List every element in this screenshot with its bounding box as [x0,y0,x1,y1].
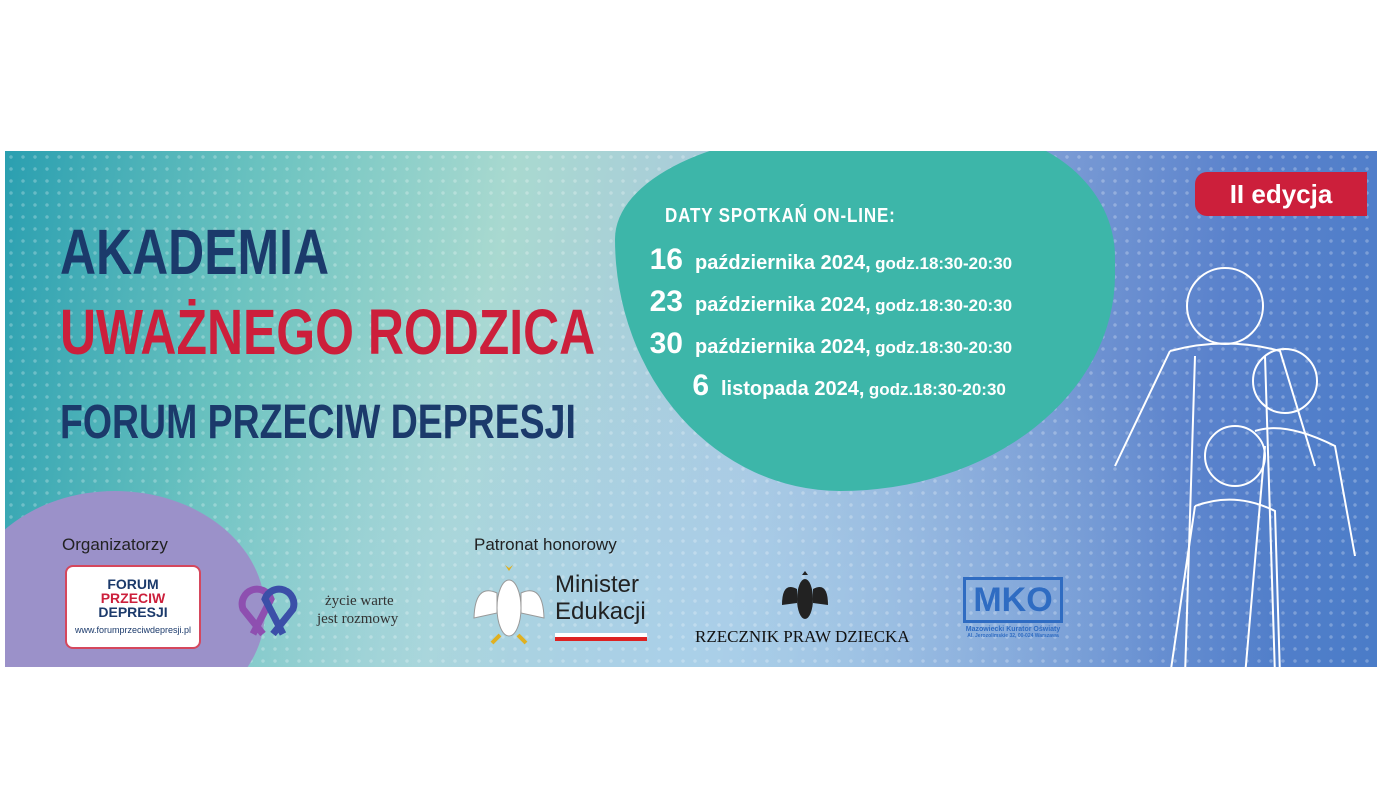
patron-label: Patronat honorowy [474,535,617,554]
title-line-3: FORUM PRZECIW DEPRESJI [60,396,576,449]
minister-edukacji-logo: Minister Edukacji [555,571,647,641]
rpd-label: RZECZNIK PRAW DZIECKA [695,627,910,646]
ribbons-icon [238,585,298,637]
date-item: 16 października 2024, godz.18:30-20:30 [649,243,1013,276]
eagle-emblem-icon [473,565,545,645]
mko-logo: MKO [963,577,1063,623]
organizers-label: Organizatorzy [62,535,168,554]
rpd-eagle-icon [782,571,828,619]
mko-name: Mazowiecki Kurator Oświaty Al. Jerozolims… [965,626,1061,639]
family-illustration [1114,267,1356,667]
title-line-1: AKADEMIA [60,216,330,288]
event-banner: AKADEMIA UWAŻNEGO RODZICA FORUM PRZECIW … [5,151,1377,667]
forum-przeciw-depresji-logo: FORUM PRZECIW DEPRESJI www.forumprzeciwdep… [65,565,201,649]
title-line-2: UWAŻNEGO RODZICA [60,296,596,368]
date-item: 6 listopada 2024, godz.18:30-20:30 [692,369,1006,402]
zycie-warte-logo: życie warte jest rozmowy [317,593,399,627]
dates-heading: DATY SPOTKAŃ ON-LINE: [665,205,896,227]
date-item: 23 października 2024, godz.18:30-20:30 [649,285,1013,318]
edition-badge: II edycja [1195,172,1367,216]
date-item: 30 października 2024, godz.18:30-20:30 [649,327,1013,360]
